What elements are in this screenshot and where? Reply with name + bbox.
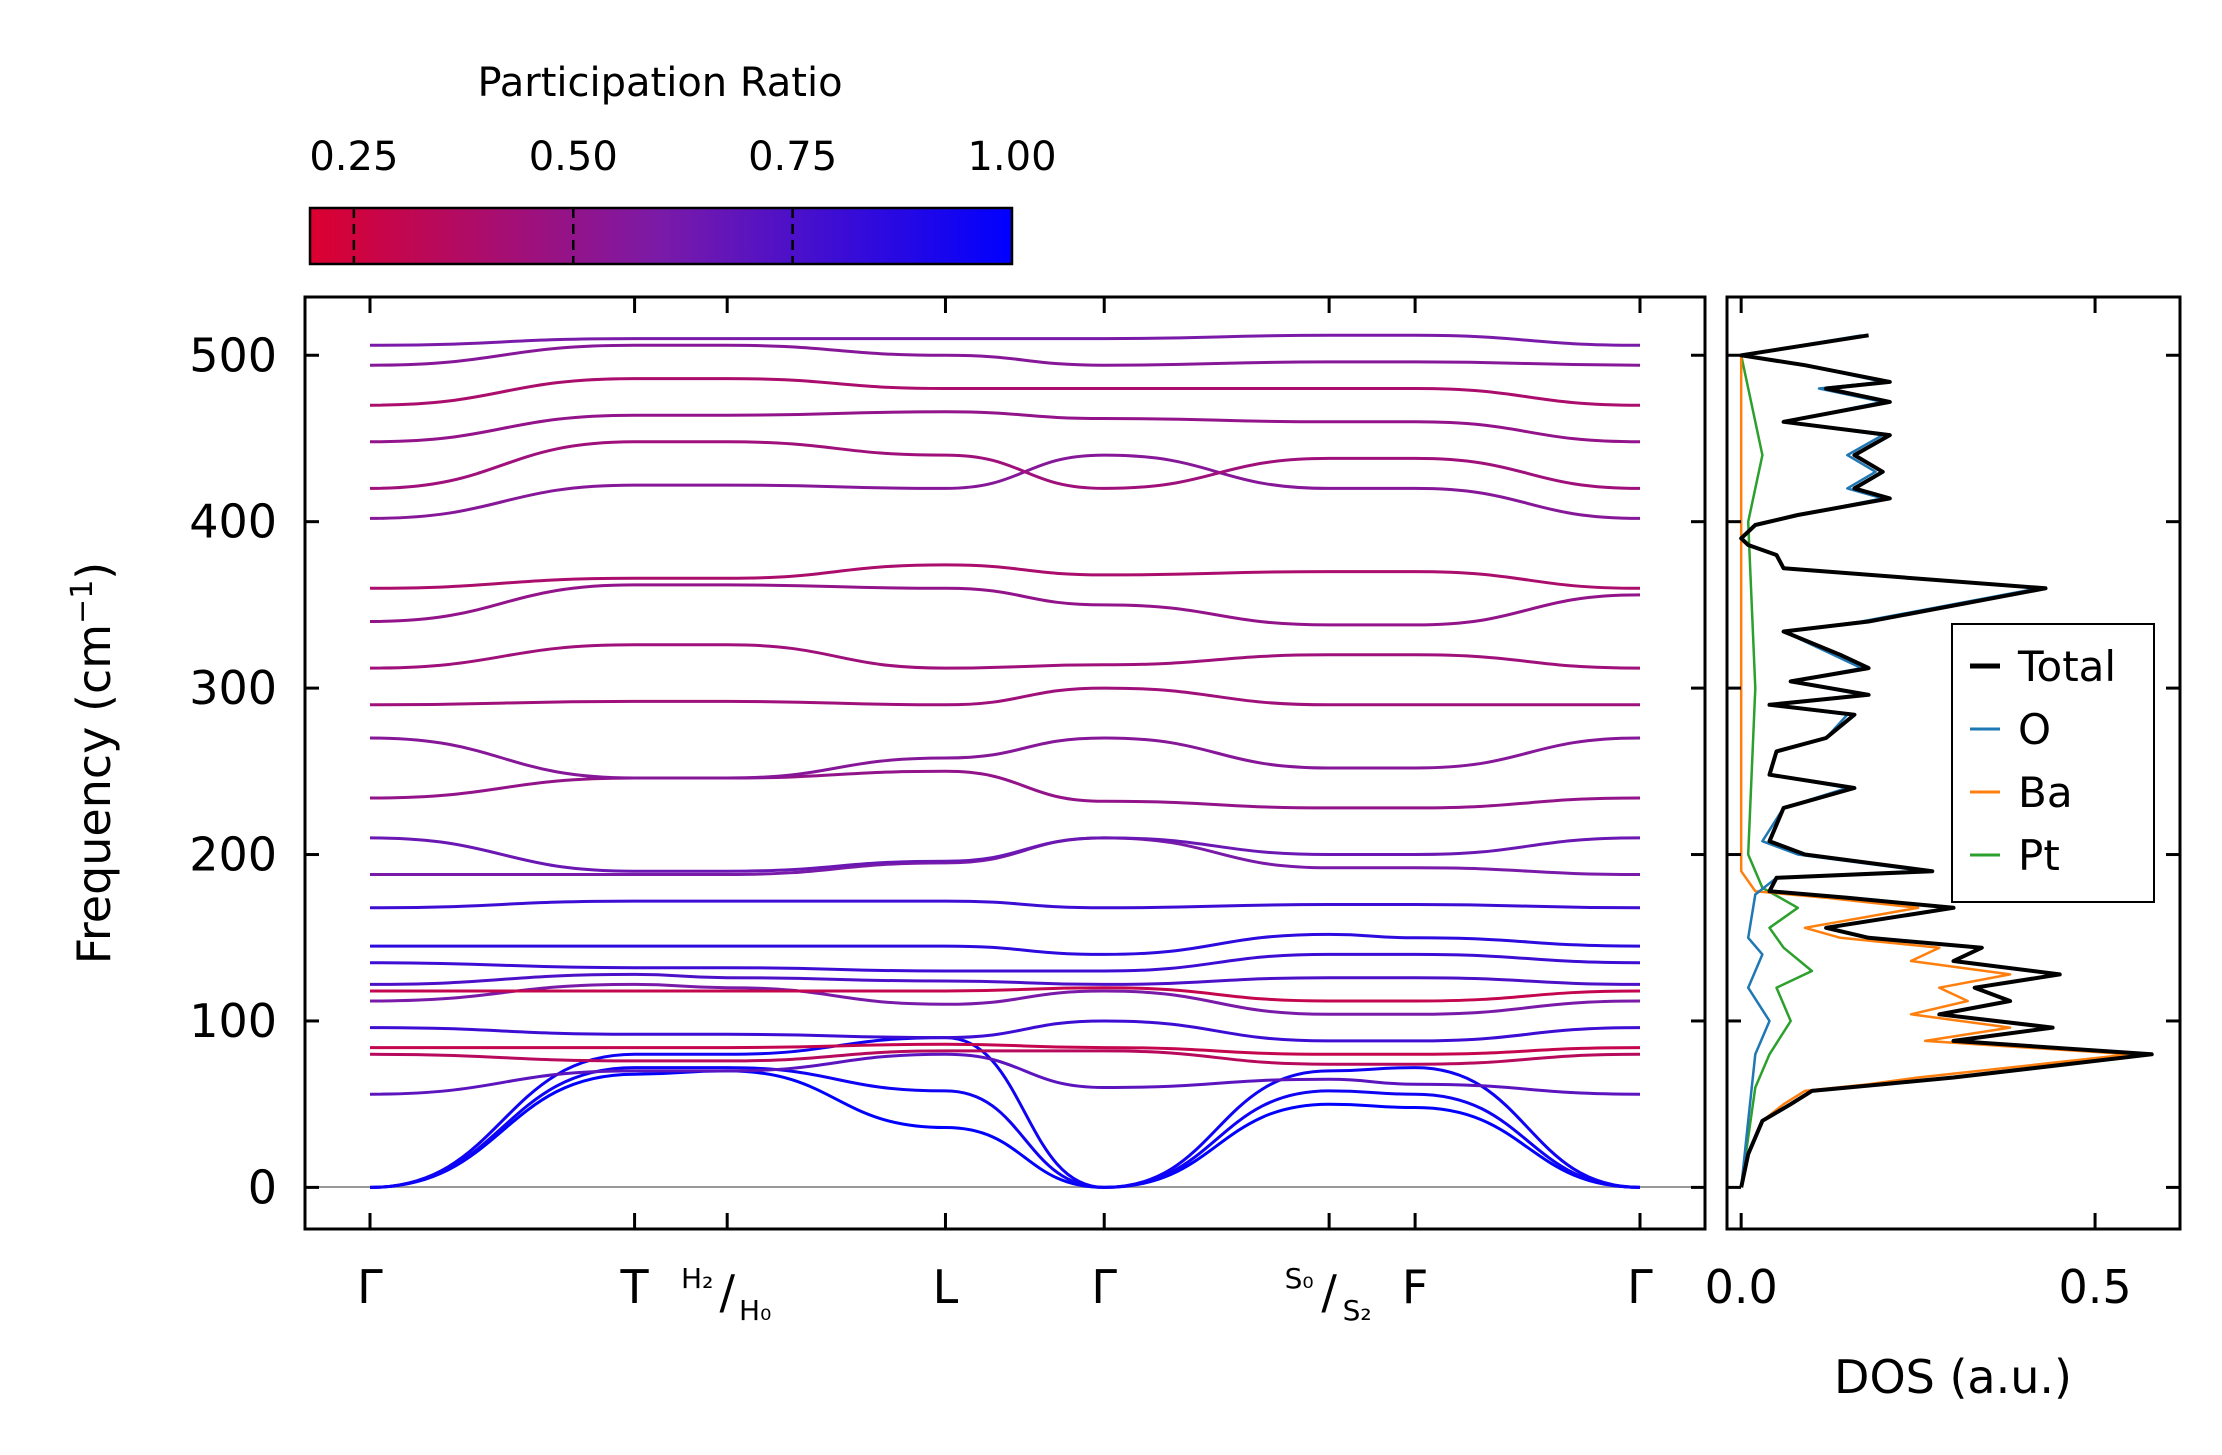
colorbar-gradient: [308, 206, 1014, 266]
phonon-band-15: [369, 769, 1641, 810]
x-tick-label-compound: S₀ / S₂: [1285, 1262, 1372, 1327]
y-axis-label-main: Frequency (cm: [67, 624, 121, 964]
phonon-band-16: [369, 736, 1641, 780]
colorbar-title: Participation Ratio: [477, 60, 842, 106]
x-tick-label-sup: H₂: [681, 1262, 713, 1295]
phonon-band-5: [369, 1042, 1641, 1056]
y-tick-label: 500: [189, 328, 277, 382]
y-tick-label: 400: [189, 495, 277, 549]
phonon-band-0: [369, 1069, 1641, 1189]
phonon-band-11: [370, 932, 1641, 956]
colorbar-tick-label: 0.75: [748, 134, 837, 180]
legend-label-pt: Pt: [2018, 831, 2060, 880]
phonon-band-2: [369, 1036, 1641, 1189]
dos-frame: [1725, 295, 2182, 1231]
x-tick-label-slash: /: [719, 1265, 735, 1319]
dos-line-ba: [1739, 355, 2132, 1188]
y-tick-label: 0: [248, 1160, 277, 1214]
x-tick-label-sub: H₀: [739, 1294, 771, 1327]
dos-x-tick-label: 0.5: [2058, 1260, 2131, 1314]
y-axis-label-sup: −1: [65, 580, 100, 624]
phonon-band-3: [369, 1052, 1641, 1096]
x-tick-label: Γ: [357, 1260, 383, 1314]
dos-x-tick-label: 0.0: [1705, 1260, 1778, 1314]
phonon-band-14: [369, 836, 1641, 873]
x-tick-label-slash: /: [1321, 1265, 1337, 1319]
colorbar-tick-label: 0.25: [309, 134, 398, 180]
phonon-band-12: [369, 899, 1641, 910]
dispersion-frame: [303, 295, 1707, 1231]
phonon-band-22: [369, 440, 1641, 490]
legend-label-ba: Ba: [2018, 768, 2073, 817]
x-tick-label-sub: S₂: [1343, 1294, 1372, 1327]
phonon-band-26: [369, 333, 1641, 347]
x-tick-label: L: [933, 1260, 959, 1314]
legend: Total O Ba Pt: [1951, 623, 2155, 903]
x-tick-label: T: [620, 1260, 650, 1314]
y-axis-label-close: ): [67, 562, 121, 580]
y-tick-label: 200: [189, 828, 277, 882]
colorbar-tick-label: 1.00: [967, 134, 1056, 180]
phonon-band-10: [369, 952, 1641, 973]
phonon-band-6: [369, 1019, 1641, 1043]
phonon-band-19: [369, 583, 1641, 627]
y-axis-label: Frequency (cm−1): [65, 562, 121, 965]
phonon-band-25: [369, 343, 1641, 367]
y-tick-label: 100: [189, 994, 277, 1048]
phonon-band-24: [369, 377, 1641, 407]
dos-x-axis-label: DOS (a.u.): [1834, 1350, 2072, 1404]
phonon-band-18: [369, 643, 1641, 670]
colorbar: Participation Ratio 0.25 0.50 0.75 1.00: [308, 60, 1057, 266]
phonon-band-9: [369, 972, 1641, 986]
x-tick-label: Γ: [1627, 1260, 1653, 1314]
x-tick-label-sup: S₀: [1285, 1262, 1314, 1295]
colorbar-tick-label: 0.50: [529, 134, 618, 180]
dos-line-total: [1739, 333, 2154, 1188]
phonon-band-1: [369, 1066, 1641, 1189]
legend-label-o: O: [2018, 705, 2051, 754]
phonon-band-8: [369, 986, 1641, 1003]
dos-plot: 0.0 0.5 DOS (a.u.) Total O Ba Pt: [1705, 295, 2182, 1404]
x-tick-label-compound: H₂ / H₀: [681, 1262, 771, 1327]
dos-line-pt: [1739, 355, 1814, 1188]
phonon-band-23: [369, 410, 1641, 444]
phonon-band-4: [369, 1049, 1641, 1066]
dos-line-o: [1739, 334, 2040, 1188]
x-tick-label: F: [1402, 1260, 1428, 1314]
phonon-band-7: [369, 982, 1641, 1016]
phonon-band-20: [369, 563, 1641, 590]
y-tick-label: 300: [189, 661, 277, 715]
x-tick-label: Γ: [1091, 1260, 1117, 1314]
phonon-band-17: [369, 686, 1640, 707]
legend-label-total: Total: [2017, 642, 2116, 691]
